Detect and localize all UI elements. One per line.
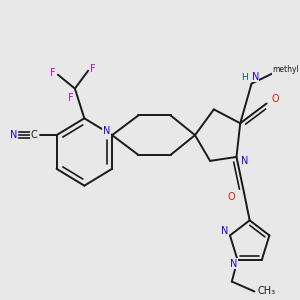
Text: CH₃: CH₃ (258, 286, 276, 296)
Text: N: N (230, 259, 237, 269)
Text: N: N (252, 72, 259, 82)
Text: N: N (103, 126, 110, 136)
Text: N: N (241, 156, 249, 166)
Text: C: C (31, 130, 37, 140)
Text: N: N (10, 130, 17, 140)
Text: F: F (90, 64, 96, 74)
Text: F: F (50, 68, 56, 78)
Text: H: H (242, 73, 248, 82)
Text: O: O (271, 94, 279, 104)
Text: F: F (68, 94, 74, 103)
Text: methyl: methyl (272, 65, 299, 74)
Text: N: N (220, 226, 228, 236)
Text: O: O (227, 192, 235, 202)
